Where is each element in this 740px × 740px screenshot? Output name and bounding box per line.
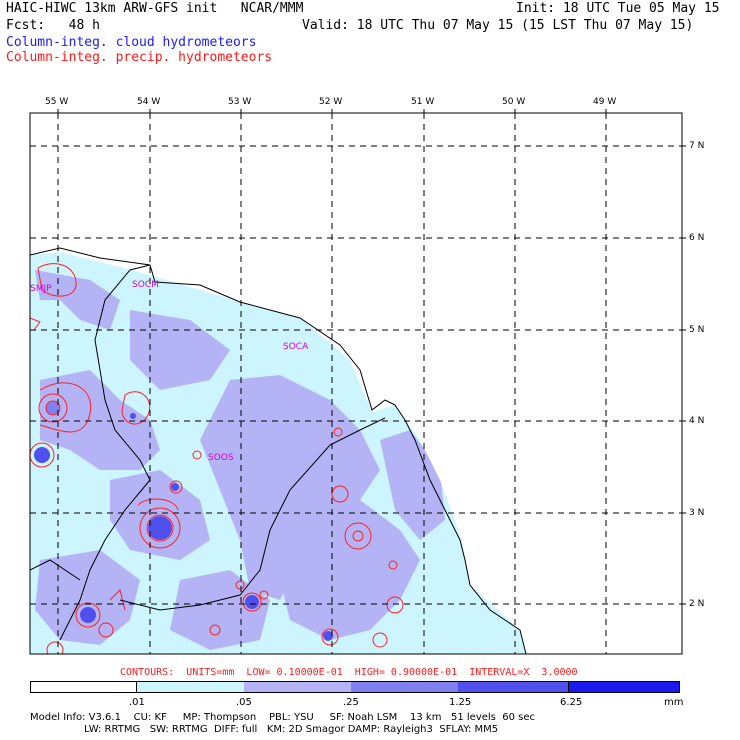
station-label: SOCM — [132, 280, 159, 290]
colorbar-tick-label: .01 — [129, 697, 145, 708]
colorbar-segment — [244, 681, 351, 693]
cloud-mid-region-7 — [170, 570, 270, 650]
cloud-mid-region-2 — [40, 370, 160, 470]
colorbar-segment — [351, 681, 458, 693]
header-forecast: Fcst: 48 h — [6, 18, 100, 33]
cloud-core — [80, 607, 96, 623]
lon-label: 55 W — [45, 97, 69, 107]
cloud-mid-region-6 — [35, 550, 140, 645]
station-label: SOOS — [208, 453, 234, 463]
lat-label: 6 N — [689, 233, 705, 243]
header-valid: Valid: 18 UTC Thu 07 May 15 (15 LST Thu … — [302, 18, 694, 33]
cloud-mid-region-1 — [35, 270, 120, 330]
colorbar-segment — [137, 681, 244, 693]
colorbar-segment — [30, 681, 137, 693]
cloud-mid-region-5 — [280, 500, 420, 640]
lat-label: 4 N — [689, 416, 705, 426]
station-label: SMJP — [30, 284, 52, 294]
header-init: Init: 18 UTC Tue 05 May 15 — [516, 1, 720, 16]
cloud-mid-region-4 — [200, 375, 380, 600]
cloud-core — [46, 401, 60, 415]
precip-contours — [30, 263, 404, 654]
border-suriname-frenchguiana — [59, 264, 151, 641]
colorbar-tick-label: .25 — [343, 697, 359, 708]
lat-label: 3 N — [689, 508, 705, 518]
footer-physics-info: LW: RRTMG SW: RRTMG DIFF: full KM: 2D Sm… — [30, 724, 499, 735]
footer-model-info: Model Info: V3.6.1 CU: KF MP: Thompson P… — [30, 712, 536, 723]
clear-region — [30, 113, 682, 654]
lon-label: 52 W — [319, 97, 343, 107]
lon-label: 50 W — [502, 97, 526, 107]
colorbar-segment — [458, 681, 568, 693]
axis-ticks — [57, 109, 686, 605]
cloud-core — [34, 447, 50, 463]
cloud-core — [130, 413, 136, 419]
map-frame — [29, 112, 683, 655]
lat-label: 5 N — [689, 325, 705, 335]
hydrometeor-field — [30, 113, 682, 654]
header-title: HAIC-HIWC 13km ARW-GFS init NCAR/MMM — [6, 1, 304, 16]
contours-caption: CONTOURS: UNITS=mm LOW= 0.10000E-01 HIGH… — [120, 667, 578, 678]
border-frenchguiana-brazil — [119, 417, 386, 611]
legend-cloud: Column-integ. cloud hydrometeors — [6, 35, 257, 50]
cloud-core — [323, 631, 333, 641]
lon-label: 49 W — [593, 97, 617, 107]
cloud-core — [171, 483, 179, 491]
station-label: SOCA — [283, 342, 309, 352]
colorbar-tick-label: .05 — [236, 697, 252, 708]
cloud-core — [148, 516, 172, 540]
lon-label: 53 W — [228, 97, 252, 107]
coastline — [30, 247, 527, 654]
cloud-core — [245, 595, 259, 609]
colorbar-segment — [568, 681, 680, 693]
lat-label: 2 N — [689, 599, 705, 609]
colorbar-tick-label: 6.25 — [560, 697, 583, 708]
legend-precip: Column-integ. precip. hydrometeors — [6, 50, 273, 65]
lat-label: 7 N — [689, 141, 705, 151]
lon-label: 54 W — [137, 97, 161, 107]
colorbar-tick-label: 1.25 — [449, 697, 472, 708]
colorbar-unit: mm — [664, 697, 684, 708]
lon-label: 51 W — [411, 97, 435, 107]
lat-lon-grid — [30, 113, 682, 654]
